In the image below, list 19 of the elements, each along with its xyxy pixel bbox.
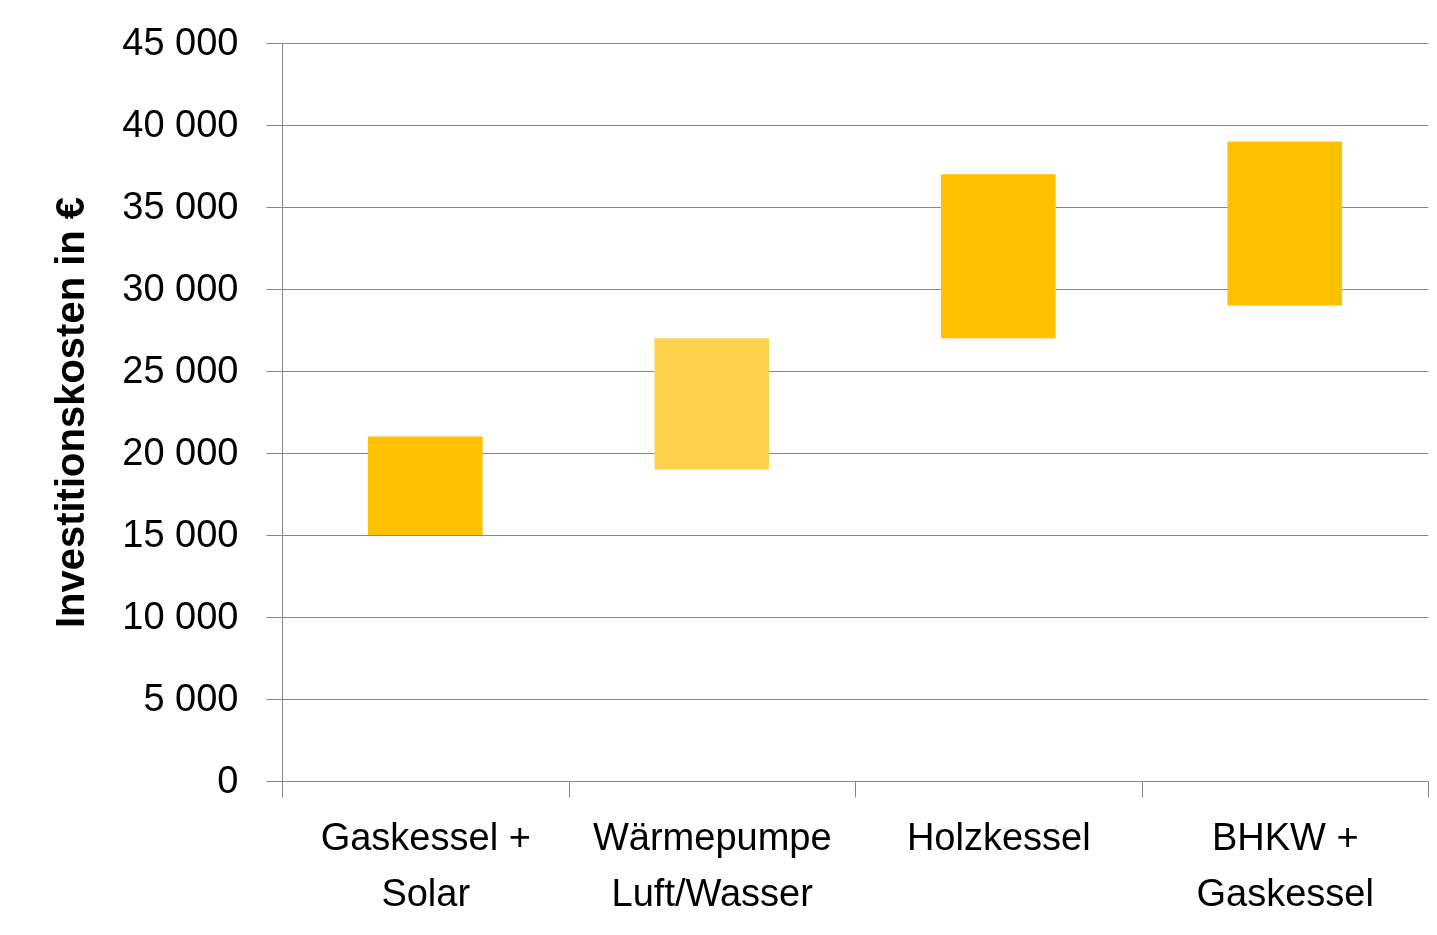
x-tick-label: BHKW + Gaskessel bbox=[1196, 815, 1374, 914]
y-tick-label: 40 000 bbox=[122, 102, 239, 145]
y-tick-label: 5 000 bbox=[143, 676, 239, 719]
y-tick-label: 25 000 bbox=[122, 348, 239, 391]
bar bbox=[367, 436, 483, 535]
y-tick-label: 15 000 bbox=[122, 512, 239, 555]
x-tick-label: Holzkessel bbox=[906, 815, 1091, 858]
bar bbox=[654, 338, 770, 470]
y-tick-label: 10 000 bbox=[122, 594, 239, 637]
y-axis-title: Investitionskosten in € bbox=[48, 196, 93, 629]
y-tick-label: 0 bbox=[217, 758, 239, 801]
y-tick-label: 45 000 bbox=[122, 20, 239, 63]
y-tick-label: 20 000 bbox=[122, 430, 239, 473]
bar bbox=[1227, 141, 1343, 306]
bar bbox=[940, 174, 1056, 339]
y-tick-label: 30 000 bbox=[122, 266, 239, 309]
y-tick-label: 35 000 bbox=[122, 184, 239, 227]
x-tick-label: Gaskessel + Solar bbox=[320, 815, 531, 914]
x-tick-label: Wärmepumpe Luft/Wasser bbox=[592, 815, 832, 914]
